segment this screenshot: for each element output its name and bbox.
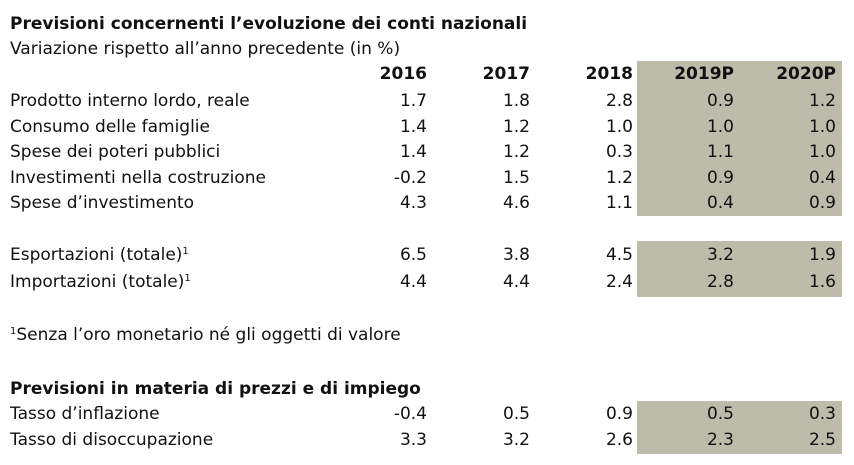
cell-value: 1.6 [808,272,836,292]
footnote-ref: 1 [184,273,191,284]
cell-value: 2.8 [605,91,633,111]
cell-value: 1.2 [808,91,836,111]
table-row: Consumo delle famiglie 1.4 1.2 1.0 1.0 1.0 [0,115,854,140]
footnote-text: Senza l’oro monetario né gli oggetti di … [16,325,401,345]
section1-subtitle: Variazione rispetto all’anno precedente … [10,39,401,59]
row-label-text: Tasso d’inflazione [10,404,160,424]
cell-value: 0.4 [706,193,734,213]
cell-value: 1.2 [605,167,633,188]
header-2019p: 2019P [674,64,734,84]
cell-value: 4.4 [399,272,427,292]
footnote-marker: 1 [10,326,17,337]
cell-value: 1.8 [502,91,530,111]
cell-value: 4.3 [399,193,427,213]
cell-value: -0.4 [393,404,427,424]
row-label: Prodotto interno lordo, reale [10,89,250,114]
table-row: Prodotto interno lordo, reale 1.7 1.8 2.8 0.… [0,89,854,114]
footnote-ref: 1 [182,246,189,257]
cell-value: -0.2 [393,167,427,188]
forecast-shade-block-1 [637,61,842,216]
cell-value: 0.4 [808,167,836,188]
row-label: Tasso d’inflazione [10,402,160,427]
cell-value: 1.4 [399,116,427,137]
row-label-text: Spese dei poteri pubblici [10,142,221,162]
cell-value: 1.2 [502,142,530,162]
cell-value: 0.5 [502,404,530,424]
row-label-text: Tasso di disoccupazione [10,429,214,450]
table-row: Investimenti nella costruzione -0.2 1.5 1.2… [0,166,854,191]
cell-value: 0.9 [706,91,734,111]
header-2016: 2016 [379,64,427,84]
cell-value: 2.6 [605,429,633,450]
table-row: Spese d’investimento 4.3 4.6 1.1 0.4 0.9 [0,191,854,216]
row-label: Tasso di disoccupazione [10,428,213,453]
cell-value: 1.0 [808,116,836,137]
row-label: Consumo delle famiglie [10,115,210,140]
cell-value: 1.0 [605,116,633,137]
cell-value: 1.7 [399,91,427,111]
cell-value: 3.2 [502,429,530,450]
row-label-text: Esportazioni (totale) [10,245,183,265]
cell-value: 1.2 [502,116,530,137]
table-row: Tasso di disoccupazione 3.3 3.2 2.6 2.3 2.5 [0,428,854,453]
row-label: Spese dei poteri pubblici [10,140,220,165]
section1-title: Previsioni concernenti l’evoluzione dei … [10,14,528,34]
forecast-shade-block-2 [637,241,842,297]
header-2017: 2017 [482,64,530,84]
cell-value: 4.6 [502,193,530,213]
cell-value: 1.9 [808,245,836,265]
cell-value: 3.3 [399,429,427,450]
header-2020p: 2020P [776,64,836,84]
row-label-text: Importazioni (totale) [10,272,185,292]
table-row: Spese dei poteri pubblici 1.4 1.2 0.3 1.1 1.0 [0,140,854,165]
cell-value: 0.3 [605,142,633,162]
cell-value: 3.8 [502,245,530,265]
row-label-text: Spese d’investimento [10,193,195,213]
table-row: Esportazioni (totale)1 6.5 3.8 4.5 3.2 1.9 [0,243,854,268]
cell-value: 3.2 [706,245,734,265]
row-label-text: Investimenti nella costruzione [10,167,266,188]
header-2018: 2018 [585,64,633,84]
cell-value: 0.5 [706,404,734,424]
row-label: Spese d’investimento [10,191,194,216]
cell-value: 1.5 [502,167,530,188]
cell-value: 0.9 [808,193,836,213]
cell-value: 2.3 [706,429,734,450]
forecast-shade-block-3 [637,401,842,454]
table-row: Tasso d’inflazione -0.4 0.5 0.9 0.5 0.3 [0,402,854,427]
cell-value: 0.9 [706,167,734,188]
row-label: Importazioni (totale)1 [10,270,191,295]
row-label-text: Consumo delle famiglie [10,116,210,137]
cell-value: 1.0 [706,116,734,137]
cell-value: 1.4 [399,142,427,162]
header-row: 2016 2017 2018 2019P 2020P [0,62,854,87]
cell-value: 2.5 [808,429,836,450]
cell-value: 2.8 [706,272,734,292]
cell-value: 4.4 [502,272,530,292]
row-label-text: Prodotto interno lordo, reale [10,91,250,111]
cell-value: 1.1 [605,193,633,213]
cell-value: 4.5 [605,245,633,265]
cell-value: 0.9 [605,404,633,424]
row-label: Esportazioni (totale)1 [10,243,189,268]
row-label: Investimenti nella costruzione [10,166,266,191]
cell-value: 1.0 [808,142,836,162]
cell-value: 2.4 [605,272,633,292]
cell-value: 1.1 [706,142,734,162]
footnote: 1Senza l’oro monetario né gli oggetti di… [10,323,401,348]
cell-value: 6.5 [399,245,427,265]
cell-value: 0.3 [808,404,836,424]
table-row: Importazioni (totale)1 4.4 4.4 2.4 2.8 1.6 [0,270,854,295]
section2-title: Previsioni in materia di prezzi e di imp… [10,379,421,399]
